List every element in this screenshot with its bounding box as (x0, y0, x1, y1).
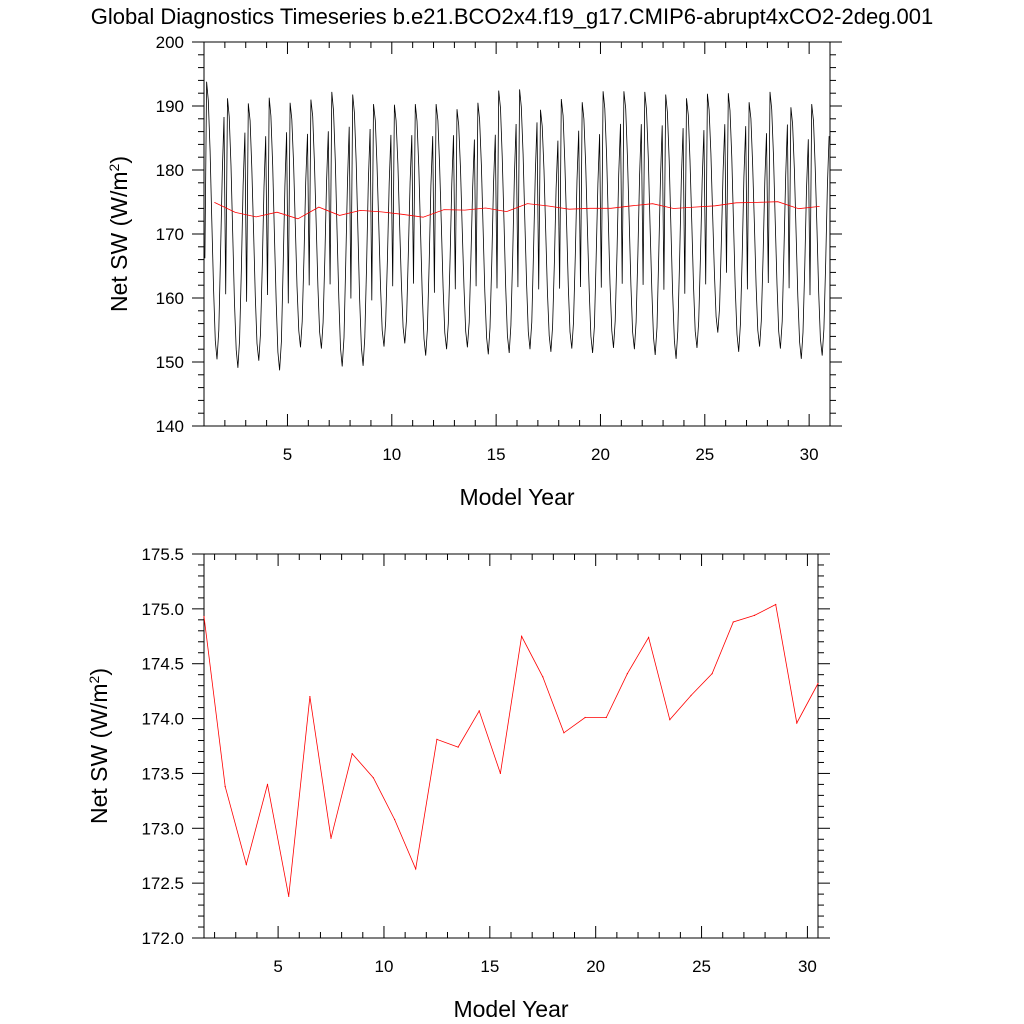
bottom-y-tick-label: 174.0 (141, 710, 184, 729)
annual-net-sw-points (203, 603, 819, 897)
top-y-tick-label: 180 (156, 161, 184, 180)
bottom-y-tick-label: 173.5 (141, 764, 184, 783)
bottom-x-tick-label: 25 (692, 957, 711, 976)
annual-net-sw-point (415, 868, 417, 870)
chart-title: Global Diagnostics Timeseries b.e21.BCO2… (91, 4, 934, 29)
top-x-tick-label: 25 (695, 445, 714, 464)
bottom-y-tick-label: 172.0 (141, 929, 184, 948)
annual-net-sw-point (626, 673, 629, 675)
bottom-x-tick-label: 20 (586, 957, 605, 976)
annual-mean-net-sw-line (214, 201, 820, 220)
top-x-tick-label: 15 (487, 445, 506, 464)
bottom-y-tick-labels: 172.0 172.5 173.0 173.5 174.0 174.5 175.0 175.5 (141, 545, 184, 948)
annual-net-sw-point (436, 738, 438, 741)
annual-net-sw-point (245, 863, 247, 866)
top-y-tick-labels: 140 150 160 170 180 190 200 (156, 33, 184, 436)
top-y-tick-label: 170 (156, 225, 184, 244)
annual-net-sw-point (309, 696, 311, 698)
annual-net-sw-point (521, 635, 523, 637)
top-y-axis-label: Net SW (W/m2) (106, 156, 132, 312)
top-y-tick-label: 160 (156, 289, 184, 308)
annual-net-sw-point (372, 777, 374, 779)
top-panel: 140 150 160 170 180 190 200 5 10 15 20 25 30 Model … (106, 33, 842, 510)
bottom-y-tick-label: 173.0 (141, 819, 184, 838)
top-y-tick-label: 200 (156, 33, 184, 52)
annual-net-sw-point (266, 783, 269, 786)
bottom-panel: 172.0 172.5 173.0 173.5 174.0 174.5 175.0 175.5… (86, 545, 830, 1022)
top-x-tick-label: 10 (382, 445, 401, 464)
monthly-net-sw-line (204, 81, 830, 371)
annual-net-sw-point (203, 615, 205, 618)
annual-net-sw-point (457, 746, 459, 748)
bottom-x-tick-labels: 5 10 15 20 25 30 (273, 957, 817, 976)
bottom-x-tick-label: 15 (480, 957, 499, 976)
annual-net-sw-point (605, 716, 607, 719)
annual-net-sw-point (796, 722, 798, 724)
annual-net-sw-point (690, 694, 692, 697)
bottom-y-tick-label: 174.5 (141, 655, 184, 674)
bottom-y-tick-label: 172.5 (141, 874, 184, 893)
top-y-tick-label: 190 (156, 97, 184, 116)
annual-net-sw-point (330, 837, 332, 839)
annual-net-sw-point (394, 818, 396, 821)
bottom-ticks (192, 553, 830, 939)
bottom-x-tick-label: 5 (273, 957, 282, 976)
bottom-x-tick-label: 30 (798, 957, 817, 976)
bottom-x-tick-label: 10 (375, 957, 394, 976)
annual-net-sw-point (478, 710, 480, 712)
top-x-axis-label: Model Year (459, 484, 574, 510)
bottom-y-axis-label: Net SW (W/m2) (86, 668, 112, 824)
annual-net-sw-point (817, 682, 819, 685)
annual-net-sw-point (542, 676, 544, 678)
top-y-tick-label: 140 (156, 417, 184, 436)
top-x-tick-labels: 5 10 15 20 25 30 (283, 445, 819, 464)
annual-net-sw-point (584, 716, 586, 719)
top-x-tick-label: 5 (283, 445, 292, 464)
annual-net-sw-point (775, 603, 777, 606)
top-ticks (192, 41, 842, 427)
annual-net-sw-point (224, 786, 226, 788)
annual-net-sw-point (669, 719, 671, 721)
annual-net-sw-point (351, 753, 353, 755)
annual-net-sw-point (732, 621, 734, 623)
annual-net-sw-point (648, 636, 650, 639)
bottom-x-axis-label: Model Year (453, 996, 568, 1022)
top-x-tick-label: 30 (800, 445, 819, 464)
annual-net-sw-point (753, 614, 756, 617)
top-y-tick-label: 150 (156, 353, 184, 372)
annual-net-sw-line (203, 603, 819, 897)
bottom-plot-frame (203, 553, 819, 939)
annual-net-sw-point (288, 895, 290, 897)
top-x-tick-label: 20 (591, 445, 610, 464)
annual-net-sw-point (563, 732, 565, 734)
annual-net-sw-point (711, 673, 713, 675)
annual-net-sw-point (499, 772, 501, 775)
bottom-y-tick-label: 175.5 (141, 545, 184, 564)
bottom-y-tick-label: 175.0 (141, 600, 184, 619)
